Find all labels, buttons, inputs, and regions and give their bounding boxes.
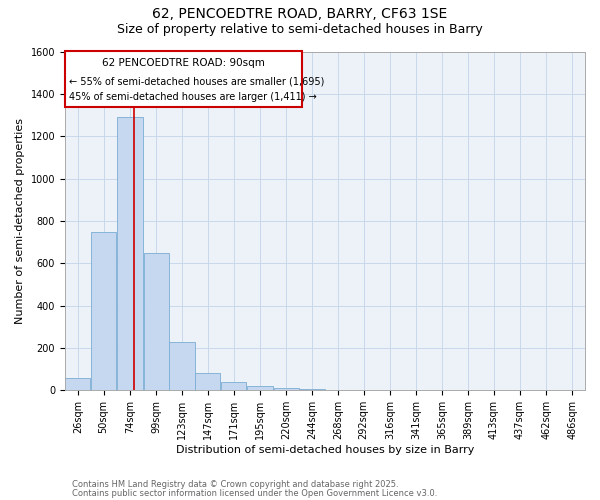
Bar — [65, 52, 302, 108]
Text: Contains HM Land Registry data © Crown copyright and database right 2025.: Contains HM Land Registry data © Crown c… — [72, 480, 398, 489]
Bar — [221, 382, 246, 390]
Bar — [143, 252, 169, 390]
Text: 45% of semi-detached houses are larger (1,411) →: 45% of semi-detached houses are larger (… — [69, 92, 317, 102]
Text: Contains public sector information licensed under the Open Government Licence v3: Contains public sector information licen… — [72, 488, 437, 498]
Bar — [195, 374, 220, 390]
Bar — [65, 378, 91, 390]
Bar — [247, 386, 273, 390]
Bar — [299, 388, 325, 390]
X-axis label: Distribution of semi-detached houses by size in Barry: Distribution of semi-detached houses by … — [176, 445, 474, 455]
Text: ← 55% of semi-detached houses are smaller (1,695): ← 55% of semi-detached houses are smalle… — [69, 76, 325, 86]
Bar — [169, 342, 194, 390]
Text: 62 PENCOEDTRE ROAD: 90sqm: 62 PENCOEDTRE ROAD: 90sqm — [102, 58, 265, 68]
Text: Size of property relative to semi-detached houses in Barry: Size of property relative to semi-detach… — [117, 22, 483, 36]
Bar — [117, 117, 143, 390]
Bar — [274, 388, 299, 390]
Text: 62, PENCOEDTRE ROAD, BARRY, CF63 1SE: 62, PENCOEDTRE ROAD, BARRY, CF63 1SE — [152, 8, 448, 22]
Bar — [91, 232, 116, 390]
Y-axis label: Number of semi-detached properties: Number of semi-detached properties — [15, 118, 25, 324]
